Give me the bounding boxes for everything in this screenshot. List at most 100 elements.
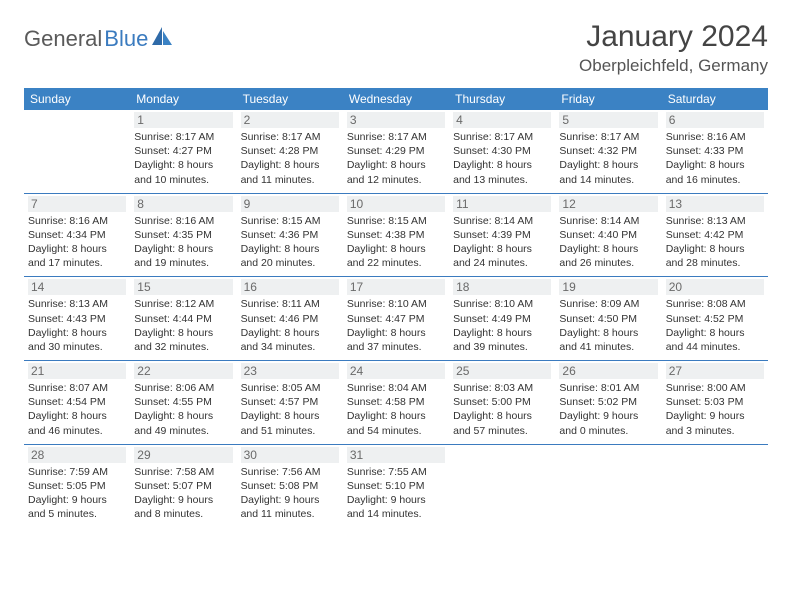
sunset-text: Sunset: 4:29 PM: [347, 144, 445, 158]
sunset-text: Sunset: 4:57 PM: [241, 395, 339, 409]
sunrise-text: Sunrise: 8:15 AM: [347, 214, 445, 228]
sunset-text: Sunset: 5:03 PM: [666, 395, 764, 409]
day-cell: 27Sunrise: 8:00 AMSunset: 5:03 PMDayligh…: [662, 361, 768, 445]
day-cell: 9 Sunrise: 8:15 AMSunset: 4:36 PMDaylight…: [237, 193, 343, 277]
sunrise-text: Sunrise: 8:05 AM: [241, 381, 339, 395]
day-cell: 6 Sunrise: 8:16 AMSunset: 4:33 PMDaylight…: [662, 110, 768, 193]
day-number: 25: [453, 363, 551, 379]
dayhead-mon: Monday: [130, 88, 236, 110]
day-cell: 28 Sunrise: 7:59 AMSunset: 5:05 PMDayligh…: [24, 444, 130, 527]
sunset-text: Sunset: 4:34 PM: [28, 228, 126, 242]
day-number: 23: [241, 363, 339, 379]
sunset-text: Sunset: 4:44 PM: [134, 312, 232, 326]
sunrise-text: Sunrise: 8:17 AM: [347, 130, 445, 144]
sunrise-text: Sunrise: 8:13 AM: [28, 297, 126, 311]
day-number: 30: [241, 447, 339, 463]
day-cell: 24Sunrise: 8:04 AMSunset: 4:58 PMDayligh…: [343, 361, 449, 445]
logo-text-general: General: [24, 26, 102, 52]
sunset-text: Sunset: 4:50 PM: [559, 312, 657, 326]
daylight-text: Daylight: 8 hours and 13 minutes.: [453, 158, 551, 186]
day-cell: 30Sunrise: 7:56 AMSunset: 5:08 PMDayligh…: [237, 444, 343, 527]
sunrise-text: Sunrise: 8:16 AM: [28, 214, 126, 228]
sunrise-text: Sunrise: 8:17 AM: [559, 130, 657, 144]
day-info: Sunrise: 8:14 AMSunset: 4:39 PMDaylight:…: [453, 214, 551, 271]
day-number: 17: [347, 279, 445, 295]
daylight-text: Daylight: 8 hours and 46 minutes.: [28, 409, 126, 437]
day-info: Sunrise: 8:17 AMSunset: 4:32 PMDaylight:…: [559, 130, 657, 187]
daylight-text: Daylight: 8 hours and 28 minutes.: [666, 242, 764, 270]
dayhead-sun: Sunday: [24, 88, 130, 110]
day-info: Sunrise: 8:16 AMSunset: 4:34 PMDaylight:…: [28, 214, 126, 271]
day-number: 27: [666, 363, 764, 379]
day-cell: 25 Sunrise: 8:03 AMSunset: 5:00 PMDayligh…: [449, 361, 555, 445]
logo-text-blue: Blue: [104, 26, 148, 52]
day-info: Sunrise: 8:11 AMSunset: 4:46 PMDaylight:…: [241, 297, 339, 354]
day-cell: 3Sunrise: 8:17 AMSunset: 4:29 PMDaylight…: [343, 110, 449, 193]
day-info: Sunrise: 8:07 AMSunset: 4:54 PMDaylight:…: [28, 381, 126, 438]
day-info: Sunrise: 8:15 AMSunset: 4:36 PMDaylight:…: [241, 214, 339, 271]
daylight-text: Daylight: 8 hours and 19 minutes.: [134, 242, 232, 270]
daylight-text: Daylight: 8 hours and 20 minutes.: [241, 242, 339, 270]
day-number: 21: [28, 363, 126, 379]
sunset-text: Sunset: 4:49 PM: [453, 312, 551, 326]
header: GeneralBlue January 2024 Oberpleichfeld,…: [24, 20, 768, 76]
sunrise-text: Sunrise: 8:14 AM: [559, 214, 657, 228]
logo: GeneralBlue: [24, 26, 174, 52]
day-cell: 18Sunrise: 8:10 AMSunset: 4:49 PMDayligh…: [449, 277, 555, 361]
day-number: 28: [28, 447, 126, 463]
daylight-text: Daylight: 9 hours and 14 minutes.: [347, 493, 445, 521]
sunrise-text: Sunrise: 8:17 AM: [134, 130, 232, 144]
day-cell: 23Sunrise: 8:05 AMSunset: 4:57 PMDayligh…: [237, 361, 343, 445]
day-cell: 17Sunrise: 8:10 AMSunset: 4:47 PMDayligh…: [343, 277, 449, 361]
day-cell: 8Sunrise: 8:16 AMSunset: 4:35 PMDaylight…: [130, 193, 236, 277]
day-info: Sunrise: 8:03 AMSunset: 5:00 PMDaylight:…: [453, 381, 551, 438]
day-info: Sunrise: 8:09 AMSunset: 4:50 PMDaylight:…: [559, 297, 657, 354]
sunrise-text: Sunrise: 8:10 AM: [347, 297, 445, 311]
sunset-text: Sunset: 5:00 PM: [453, 395, 551, 409]
day-info: Sunrise: 8:17 AMSunset: 4:28 PMDaylight:…: [241, 130, 339, 187]
sunrise-text: Sunrise: 8:03 AM: [453, 381, 551, 395]
day-cell: 7Sunrise: 8:16 AMSunset: 4:34 PMDaylight…: [24, 193, 130, 277]
day-info: Sunrise: 7:59 AMSunset: 5:05 PMDaylight:…: [28, 465, 126, 522]
day-info: Sunrise: 8:17 AMSunset: 4:30 PMDaylight:…: [453, 130, 551, 187]
day-info: Sunrise: 7:55 AMSunset: 5:10 PMDaylight:…: [347, 465, 445, 522]
week-row: 14Sunrise: 8:13 AMSunset: 4:43 PMDayligh…: [24, 277, 768, 361]
sunset-text: Sunset: 4:40 PM: [559, 228, 657, 242]
daylight-text: Daylight: 8 hours and 14 minutes.: [559, 158, 657, 186]
daylight-text: Daylight: 8 hours and 22 minutes.: [347, 242, 445, 270]
day-number: 9: [241, 196, 339, 212]
day-info: Sunrise: 7:58 AMSunset: 5:07 PMDaylight:…: [134, 465, 232, 522]
day-cell: 26Sunrise: 8:01 AMSunset: 5:02 PMDayligh…: [555, 361, 661, 445]
day-cell: 21 Sunrise: 8:07 AMSunset: 4:54 PMDayligh…: [24, 361, 130, 445]
day-number: 29: [134, 447, 232, 463]
day-cell: 29 Sunrise: 7:58 AMSunset: 5:07 PMDayligh…: [130, 444, 236, 527]
day-cell: 12Sunrise: 8:14 AMSunset: 4:40 PMDayligh…: [555, 193, 661, 277]
sunset-text: Sunset: 5:07 PM: [134, 479, 232, 493]
day-info: Sunrise: 8:06 AMSunset: 4:55 PMDaylight:…: [134, 381, 232, 438]
daylight-text: Daylight: 8 hours and 57 minutes.: [453, 409, 551, 437]
day-info: Sunrise: 8:17 AMSunset: 4:29 PMDaylight:…: [347, 130, 445, 187]
day-info: Sunrise: 8:01 AMSunset: 5:02 PMDaylight:…: [559, 381, 657, 438]
day-number: 11: [453, 196, 551, 212]
dayhead-fri: Friday: [555, 88, 661, 110]
daylight-text: Daylight: 9 hours and 3 minutes.: [666, 409, 764, 437]
sunrise-text: Sunrise: 8:09 AM: [559, 297, 657, 311]
day-cell: 2Sunrise: 8:17 AMSunset: 4:28 PMDaylight…: [237, 110, 343, 193]
logo-sail-icon: [152, 27, 174, 52]
day-number: 4: [453, 112, 551, 128]
day-info: Sunrise: 8:13 AMSunset: 4:43 PMDaylight:…: [28, 297, 126, 354]
sunrise-text: Sunrise: 8:06 AM: [134, 381, 232, 395]
day-info: Sunrise: 8:17 AMSunset: 4:27 PMDaylight:…: [134, 130, 232, 187]
dayhead-thu: Thursday: [449, 88, 555, 110]
day-cell: 10Sunrise: 8:15 AMSunset: 4:38 PMDayligh…: [343, 193, 449, 277]
sunrise-text: Sunrise: 8:07 AM: [28, 381, 126, 395]
daylight-text: Daylight: 8 hours and 34 minutes.: [241, 326, 339, 354]
day-number: 6: [666, 112, 764, 128]
daylight-text: Daylight: 8 hours and 30 minutes.: [28, 326, 126, 354]
week-row: 28 Sunrise: 7:59 AMSunset: 5:05 PMDayligh…: [24, 444, 768, 527]
day-number: 10: [347, 196, 445, 212]
daylight-text: Daylight: 8 hours and 12 minutes.: [347, 158, 445, 186]
sunset-text: Sunset: 4:30 PM: [453, 144, 551, 158]
dayhead-sat: Saturday: [662, 88, 768, 110]
day-info: Sunrise: 8:16 AMSunset: 4:33 PMDaylight:…: [666, 130, 764, 187]
